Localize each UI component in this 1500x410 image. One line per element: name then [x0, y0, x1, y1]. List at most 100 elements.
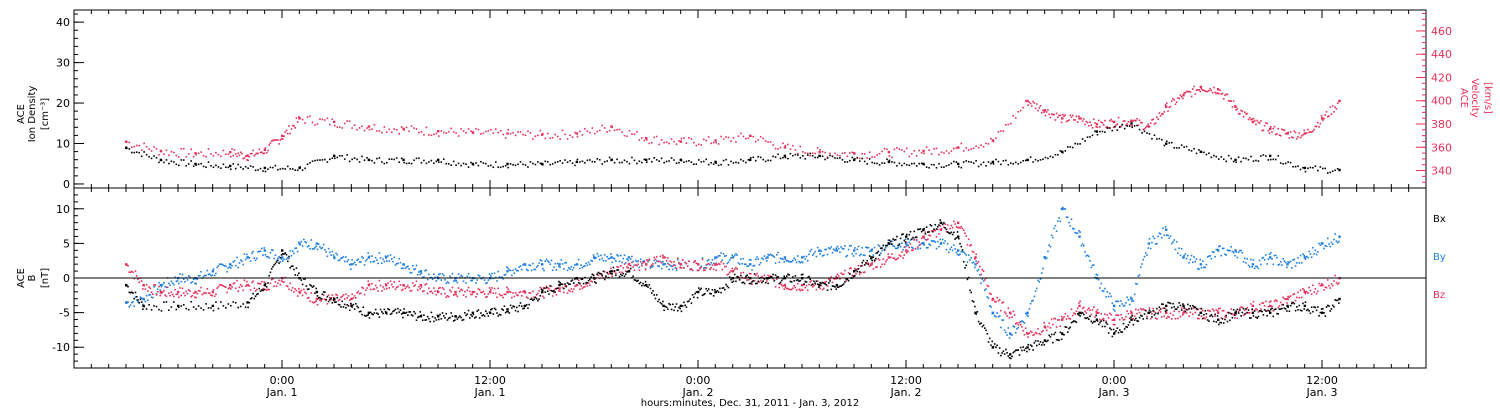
- velocity-cloud-dot: [1142, 128, 1145, 131]
- bz-cloud-dot: [200, 286, 202, 289]
- bz-cloud-dot: [232, 282, 235, 285]
- velocity-cloud-dot: [1248, 116, 1251, 119]
- bx-cloud-dot: [776, 276, 778, 278]
- bx-cloud-dot: [1299, 309, 1302, 312]
- bz-cloud-dot: [782, 285, 784, 287]
- by-cloud-dot: [163, 282, 165, 284]
- bz-cloud-dot: [820, 284, 823, 287]
- by-point: [333, 256, 336, 259]
- by-cloud-dot: [161, 283, 164, 286]
- bx-cloud-dot: [655, 294, 658, 296]
- by-cloud-dot: [1083, 244, 1085, 247]
- by-cloud-dot: [965, 254, 968, 256]
- bx-cloud-dot: [727, 286, 730, 289]
- by-cloud-dot: [669, 264, 672, 267]
- by-cloud-dot: [738, 263, 741, 265]
- density-cloud-dot: [1282, 163, 1284, 165]
- by-cloud-dot: [311, 248, 314, 250]
- bz-cloud-dot: [353, 295, 356, 297]
- by-cloud-dot: [309, 248, 311, 250]
- by-cloud-dot: [1279, 261, 1282, 263]
- bx-cloud-dot: [247, 306, 249, 309]
- velocity-cloud-dot: [284, 131, 287, 134]
- bx-cloud-dot: [1116, 327, 1119, 329]
- density-point: [437, 158, 440, 162]
- bz-cloud-dot: [1262, 302, 1265, 304]
- by-cloud-dot: [205, 274, 207, 277]
- density-cloud-dot: [353, 157, 356, 159]
- density-cloud-dot: [494, 161, 497, 163]
- by-cloud-dot: [622, 257, 625, 260]
- density-cloud-dot: [1156, 138, 1158, 140]
- bz-cloud-dot: [346, 297, 348, 299]
- by-cloud-dot: [657, 265, 659, 267]
- bx-cloud-dot: [1298, 304, 1301, 307]
- velocity-cloud-dot: [893, 148, 896, 151]
- density-cloud-dot: [1052, 156, 1054, 159]
- velocity-cloud-dot: [1031, 105, 1033, 107]
- bx-cloud-dot: [794, 275, 797, 277]
- by-cloud-dot: [996, 312, 998, 314]
- bx-cloud-dot: [304, 278, 306, 280]
- bz-cloud-dot: [381, 290, 383, 292]
- bx-cloud-dot: [566, 282, 569, 284]
- velocity-cloud-dot: [1167, 110, 1169, 112]
- bz-cloud-dot: [218, 284, 221, 286]
- by-cloud-dot: [164, 285, 166, 288]
- bz-cloud-dot: [633, 269, 636, 271]
- density-cloud-dot: [1270, 158, 1272, 161]
- by-cloud-dot: [350, 268, 352, 270]
- density-cloud-dot: [849, 159, 851, 162]
- by-cloud-dot: [990, 306, 992, 308]
- velocity-cloud-dot: [594, 132, 596, 135]
- bx-cloud-dot: [665, 306, 668, 309]
- bz-cloud-dot: [596, 272, 599, 275]
- velocity-cloud-dot: [455, 132, 457, 134]
- density-cloud-dot: [722, 159, 725, 162]
- velocity-cloud-dot: [1115, 124, 1117, 127]
- velocity-cloud-dot: [1293, 130, 1296, 132]
- bz-cloud-dot: [249, 289, 252, 291]
- velocity-cloud-dot: [306, 116, 309, 118]
- bx-cloud-dot: [493, 307, 496, 310]
- by-cloud-dot: [722, 252, 725, 255]
- density-cloud-dot: [601, 163, 604, 165]
- by-cloud-dot: [849, 245, 851, 247]
- density-cloud-dot: [675, 162, 678, 164]
- by-cloud-dot: [1226, 249, 1229, 252]
- bz-cloud-dot: [862, 271, 865, 274]
- velocity-point: [1234, 105, 1237, 108]
- bx-point: [419, 315, 423, 318]
- bx-cloud-dot: [570, 280, 573, 282]
- density-cloud-dot: [376, 157, 378, 160]
- velocity-cloud-dot: [1318, 126, 1320, 128]
- bz-cloud-dot: [565, 284, 568, 287]
- by-cloud-dot: [314, 246, 316, 249]
- bz-cloud-dot: [306, 297, 309, 299]
- bz-cloud-dot: [601, 275, 604, 278]
- bx-cloud-dot: [539, 295, 542, 297]
- by-cloud-dot: [577, 258, 580, 261]
- density-cloud-dot: [465, 163, 467, 166]
- velocity-cloud-dot: [1034, 107, 1037, 110]
- bz-cloud-dot: [378, 279, 381, 282]
- bz-cloud-dot: [976, 262, 979, 265]
- by-point: [1026, 311, 1029, 315]
- density-cloud-dot: [1336, 167, 1339, 170]
- bz-cloud-dot: [418, 285, 420, 288]
- bx-cloud-dot: [1120, 331, 1122, 333]
- velocity-cloud-dot: [398, 132, 400, 135]
- bz-cloud-dot: [665, 259, 668, 262]
- by-cloud-dot: [824, 248, 826, 251]
- by-cloud-dot: [496, 280, 498, 282]
- by-cloud-dot: [1019, 321, 1022, 323]
- bz-cloud-dot: [1123, 318, 1126, 321]
- bz-cloud-dot: [681, 259, 684, 261]
- by-cloud-dot: [1291, 267, 1293, 269]
- bz-cloud-dot: [431, 292, 434, 294]
- density-cloud-dot: [1022, 159, 1024, 162]
- bx-cloud-dot: [564, 283, 566, 285]
- bx-cloud-dot: [1319, 311, 1322, 314]
- bx-cloud-dot: [580, 278, 582, 280]
- by-cloud-dot: [830, 246, 833, 248]
